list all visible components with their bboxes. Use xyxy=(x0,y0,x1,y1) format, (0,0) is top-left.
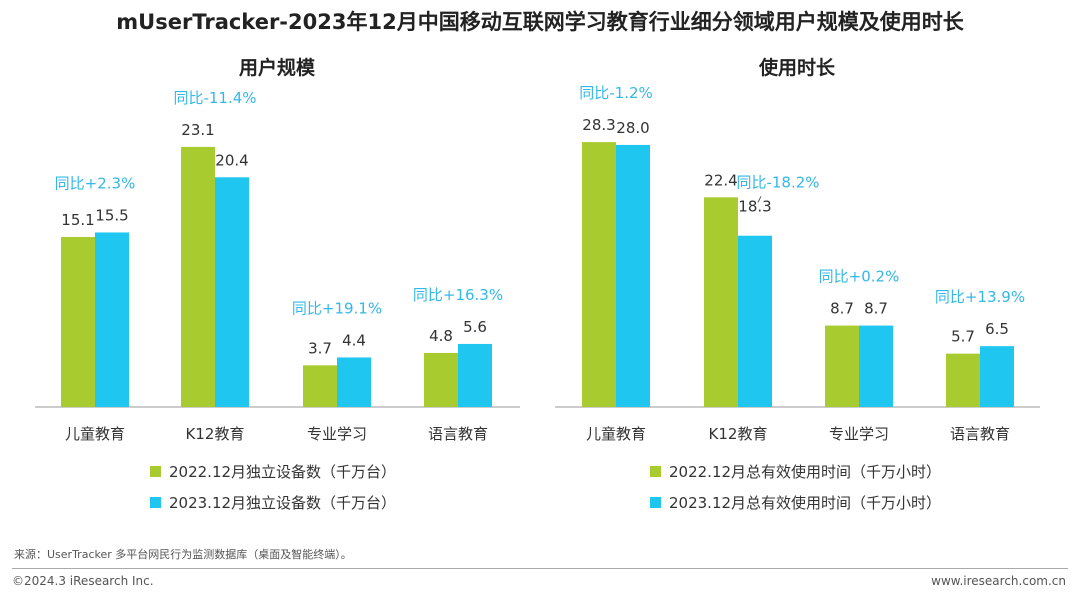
yoy-annotation: 同比+0.2% xyxy=(819,268,900,286)
data-label: 28.0 xyxy=(616,119,649,137)
x-tick-label: 儿童教育 xyxy=(65,425,125,443)
x-tick-label: K12教育 xyxy=(186,425,245,443)
legend-label: 2023.12月总有效使用时间（千万小时） xyxy=(669,494,942,512)
yoy-annotation: 同比-18.2% xyxy=(736,173,819,191)
legend-label: 2023.12月独立设备数（千万台） xyxy=(169,494,397,512)
copyright: ©2024.3 iResearch Inc. xyxy=(12,574,154,588)
yoy-annotation: 同比+13.9% xyxy=(935,288,1025,306)
bar xyxy=(95,232,129,407)
bar xyxy=(738,235,772,407)
data-label: 5.7 xyxy=(951,328,975,346)
bar xyxy=(582,142,616,407)
bar xyxy=(181,146,215,408)
figure-title: mUserTracker-2023年12月中国移动互联网学习教育行业细分领域用户… xyxy=(116,10,964,34)
bar xyxy=(980,346,1014,407)
data-label: 18.3 xyxy=(738,198,771,216)
data-label: 3.7 xyxy=(308,339,332,357)
legend-left-2023: 2023.12月独立设备数（千万台） xyxy=(150,492,396,513)
legend-label: 2022.12月独立设备数（千万台） xyxy=(169,463,397,481)
bar xyxy=(825,325,859,407)
legend-swatch xyxy=(650,466,661,477)
data-label: 15.1 xyxy=(61,211,94,229)
x-tick-label: 语言教育 xyxy=(950,425,1010,443)
chart-title: 使用时长 xyxy=(758,57,836,79)
x-tick-label: 儿童教育 xyxy=(586,425,646,443)
chart-title: 用户规模 xyxy=(239,56,316,79)
x-tick-label: 专业学习 xyxy=(829,425,889,443)
bar xyxy=(458,343,492,407)
charts-canvas: 用户规模 15.1 15.5 儿童教育 同比+2.3% 23.120.4 K12教育 同比-1… xyxy=(35,56,1040,443)
bar xyxy=(215,177,249,407)
legend-left-2022: 2022.12月独立设备数（千万台） xyxy=(150,461,396,482)
bar xyxy=(704,197,738,407)
yoy-annotation: 同比-11.4% xyxy=(173,89,256,107)
yoy-annotation: 同比-1.2% xyxy=(579,84,653,102)
data-label: 6.5 xyxy=(985,320,1009,338)
bar xyxy=(859,325,893,407)
data-label: 4.4 xyxy=(342,331,366,349)
yoy-annotation: 同比+16.3% xyxy=(413,286,503,304)
bar xyxy=(61,236,95,407)
bar xyxy=(424,352,458,407)
legend-right-2022: 2022.12月总有效使用时间（千万小时） xyxy=(650,461,941,482)
x-tick-label: 专业学习 xyxy=(307,425,367,443)
data-label: 20.4 xyxy=(215,151,248,169)
yoy-annotation: 同比+2.3% xyxy=(55,174,136,192)
leader-line xyxy=(757,196,762,203)
bar xyxy=(303,365,337,407)
data-label: 15.5 xyxy=(95,206,128,224)
data-label: 8.7 xyxy=(830,300,854,318)
legend-right-2023: 2023.12月总有效使用时间（千万小时） xyxy=(650,492,941,513)
bar xyxy=(616,144,650,408)
x-tick-label: 语言教育 xyxy=(428,425,488,443)
bar xyxy=(337,357,371,407)
data-label: 4.8 xyxy=(429,327,453,345)
data-label: 22.4 xyxy=(704,171,737,189)
legend-label: 2022.12月总有效使用时间（千万小时） xyxy=(669,463,942,481)
data-label: 28.3 xyxy=(582,116,615,134)
site-url: www.iresearch.com.cn xyxy=(931,574,1066,588)
footer-divider xyxy=(12,568,1068,569)
source-note: 来源：UserTracker 多平台网民行为监测数据库（桌面及智能终端）。 xyxy=(14,548,352,561)
data-label: 5.6 xyxy=(463,318,487,336)
data-label: 23.1 xyxy=(181,121,214,139)
legend-swatch xyxy=(650,497,661,508)
data-label: 8.7 xyxy=(864,300,888,318)
legend-swatch xyxy=(150,497,161,508)
bar xyxy=(946,353,980,407)
x-tick-label: K12教育 xyxy=(709,425,768,443)
legend-swatch xyxy=(150,466,161,477)
yoy-annotation: 同比+19.1% xyxy=(292,299,382,317)
